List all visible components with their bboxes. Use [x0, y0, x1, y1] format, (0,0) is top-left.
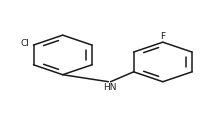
Text: F: F — [160, 32, 165, 41]
Text: Cl: Cl — [21, 39, 30, 48]
Text: HN: HN — [103, 83, 116, 92]
